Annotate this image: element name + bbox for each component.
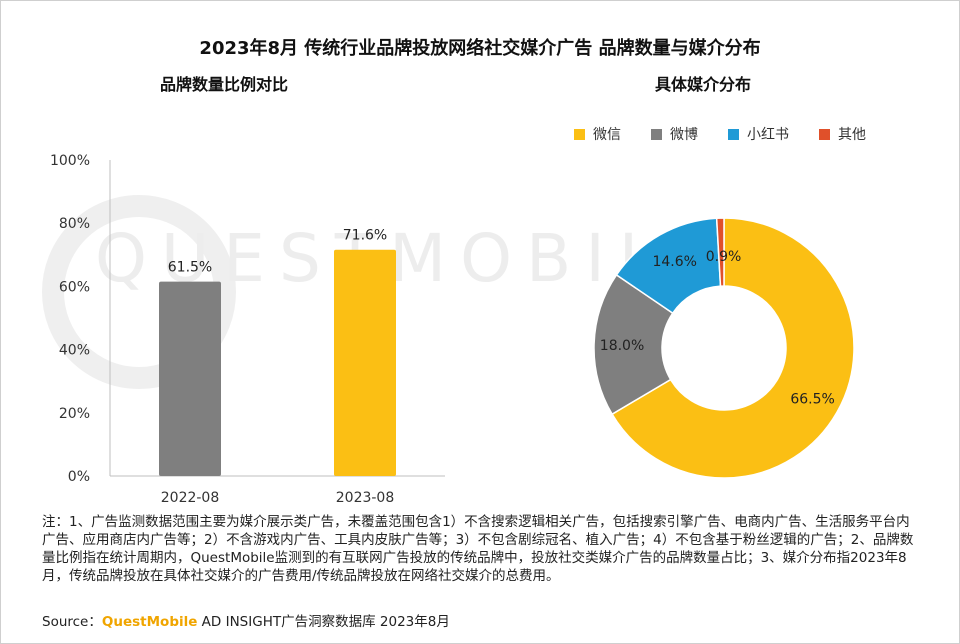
- source-suffix: AD INSIGHT广告洞察数据库 2023年8月: [197, 614, 450, 630]
- legend-label: 其他: [838, 127, 866, 143]
- y-tick-label: 100%: [50, 153, 90, 169]
- footnote: 注：1、广告监测数据范围主要为媒介展示类广告，未覆盖范围包含1）不含搜索逻辑相关…: [42, 514, 914, 584]
- pie-legend: 微信 微博 小红书 其他: [574, 124, 866, 144]
- legend-swatch: [819, 128, 830, 140]
- y-tick-label: 20%: [59, 406, 90, 422]
- legend-item: 小红书: [728, 124, 789, 144]
- x-tick-label: 2022-08: [161, 490, 220, 506]
- donut-hole: [662, 286, 786, 410]
- bar-value-label: 71.6%: [343, 228, 387, 244]
- pie-value-label: 66.5%: [790, 392, 834, 408]
- bar-chart-title: 品牌数量比例对比: [160, 75, 289, 94]
- legend-item: 微博: [651, 124, 698, 144]
- y-tick-label: 0%: [68, 469, 90, 485]
- legend-swatch: [574, 128, 585, 140]
- y-tick-label: 40%: [59, 343, 90, 359]
- legend-swatch: [651, 128, 662, 140]
- legend-item: 其他: [819, 124, 866, 144]
- source-line: Source：QuestMobile AD INSIGHT广告洞察数据库 202…: [42, 610, 450, 630]
- bar: [159, 281, 221, 476]
- source-prefix: Source：: [42, 614, 102, 630]
- bar: [334, 249, 396, 476]
- legend-item: 微信: [574, 124, 621, 144]
- pie-value-label: 18.0%: [600, 338, 644, 354]
- legend-label: 小红书: [747, 127, 789, 143]
- x-tick-label: 2023-08: [336, 490, 395, 506]
- pie-value-label: 0.9%: [706, 249, 742, 265]
- legend-label: 微信: [593, 127, 621, 143]
- y-tick-label: 80%: [59, 216, 90, 232]
- bar-value-label: 61.5%: [168, 260, 212, 276]
- pie-chart-title: 具体媒介分布: [655, 75, 752, 94]
- pie-value-label: 14.6%: [652, 254, 696, 270]
- legend-label: 微博: [670, 127, 698, 143]
- source-brand: QuestMobile: [101, 614, 198, 630]
- legend-swatch: [728, 128, 739, 140]
- y-tick-label: 60%: [59, 279, 90, 295]
- main-title: 2023年8月 传统行业品牌投放网络社交媒介广告 品牌数量与媒介分布: [199, 38, 761, 59]
